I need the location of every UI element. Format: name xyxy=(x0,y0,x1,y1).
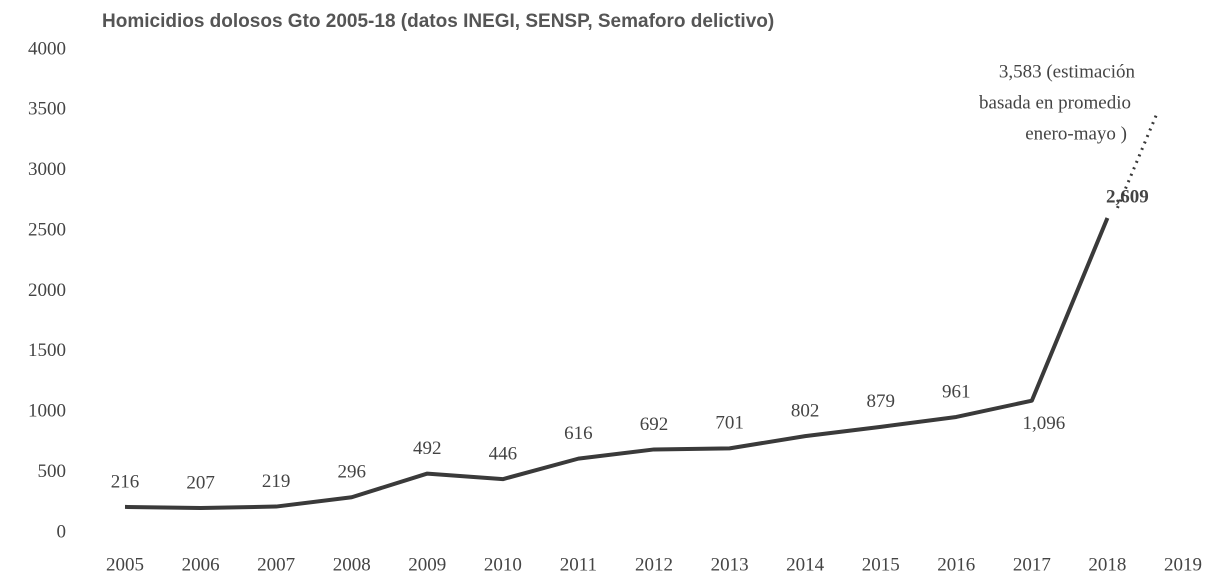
data-label: 802 xyxy=(791,401,820,422)
x-tick-label: 2017 xyxy=(1013,554,1051,575)
x-tick-label: 2016 xyxy=(937,554,975,575)
data-label: 446 xyxy=(489,444,518,465)
y-tick-label: 1000 xyxy=(28,401,66,422)
x-tick-label: 2018 xyxy=(1088,554,1126,575)
y-tick-label: 0 xyxy=(57,521,67,542)
y-tick-label: 2500 xyxy=(28,219,66,240)
x-tick-label: 2005 xyxy=(106,554,144,575)
y-tick-label: 1500 xyxy=(28,340,66,361)
y-tick-label: 4000 xyxy=(28,38,66,59)
data-label: 216 xyxy=(111,471,140,492)
x-tick-label: 2012 xyxy=(635,554,673,575)
x-tick-label: 2006 xyxy=(182,554,220,575)
y-tick-label: 500 xyxy=(38,461,67,482)
chart-title: Homicidios dolosos Gto 2005-18 (datos IN… xyxy=(102,11,774,32)
annotation: enero-mayo ) xyxy=(1025,123,1127,144)
data-label: 961 xyxy=(942,381,971,402)
x-tick-label: 2008 xyxy=(333,554,371,575)
data-label: 296 xyxy=(337,462,366,483)
x-tick-label: 2014 xyxy=(786,554,825,575)
y-tick-label: 3500 xyxy=(28,99,66,120)
line xyxy=(124,217,1110,511)
x-tick-label: 2007 xyxy=(257,554,295,575)
x-tick-label: 2009 xyxy=(408,554,446,575)
x-tick-label: 2013 xyxy=(711,554,749,575)
y-tick-label: 2000 xyxy=(28,280,66,301)
x-tick-label: 2011 xyxy=(560,554,597,575)
data-label: 692 xyxy=(640,414,669,435)
data-label: 492 xyxy=(413,438,442,459)
data-label: 1,096 xyxy=(1022,413,1065,434)
data-label: 2,609 xyxy=(1106,186,1149,207)
data-label: 219 xyxy=(262,471,291,492)
x-tick-label: 2019 xyxy=(1164,554,1202,575)
x-tick-label: 2015 xyxy=(862,554,900,575)
annotation: basada en promedio xyxy=(979,92,1131,113)
data-label: 879 xyxy=(866,391,895,412)
data-label: 616 xyxy=(564,423,593,444)
annotation: 3,583 (estimación xyxy=(999,61,1136,82)
y-tick-label: 3000 xyxy=(28,159,66,180)
data-label: 701 xyxy=(715,413,744,434)
data-label: 207 xyxy=(186,472,215,493)
x-tick-label: 2010 xyxy=(484,554,522,575)
